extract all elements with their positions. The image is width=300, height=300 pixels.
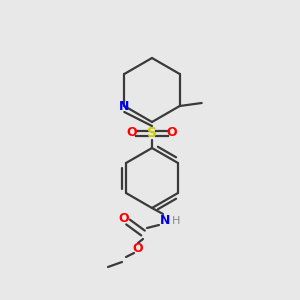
Text: S: S bbox=[147, 126, 157, 140]
Text: O: O bbox=[119, 212, 129, 226]
Text: H: H bbox=[172, 216, 180, 226]
Text: N: N bbox=[119, 100, 130, 112]
Text: O: O bbox=[167, 127, 177, 140]
Text: N: N bbox=[160, 214, 170, 226]
Text: O: O bbox=[133, 242, 143, 254]
Text: O: O bbox=[127, 127, 137, 140]
